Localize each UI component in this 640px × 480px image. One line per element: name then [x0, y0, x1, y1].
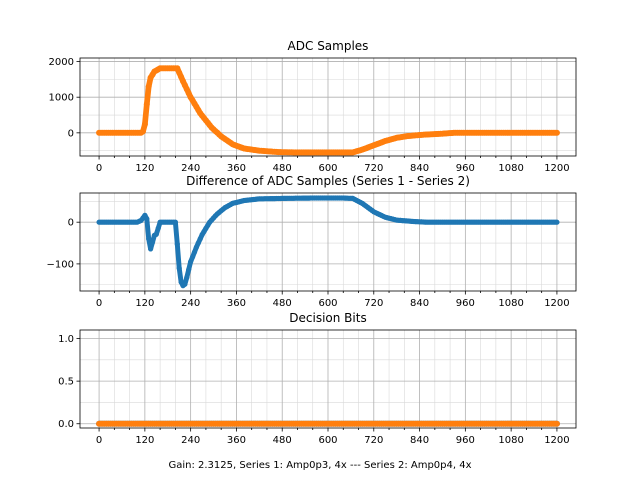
- x-tick-label: 960: [456, 163, 475, 174]
- x-tick-label: 240: [181, 163, 200, 174]
- x-tick-label: 600: [318, 435, 337, 446]
- data-point: [186, 267, 192, 273]
- x-tick-label: 1200: [544, 163, 569, 174]
- x-tick-label: 600: [318, 163, 337, 174]
- data-point: [182, 281, 188, 287]
- x-tick-label: 240: [181, 298, 200, 309]
- data-point: [191, 249, 198, 255]
- data-point: [195, 240, 201, 246]
- adc-samples-axes: 0 120 240 360 480 600 720 840 960 1080 1200 0 1000 20…: [49, 39, 577, 174]
- chart-title: Difference of ADC Samples (Series 1 - Se…: [186, 174, 470, 188]
- data-point: [148, 246, 154, 252]
- data-point: [174, 241, 180, 247]
- data-point: [188, 259, 194, 265]
- x-tick-label: 0: [96, 435, 102, 446]
- data-point: [145, 83, 152, 90]
- data-point: [176, 265, 182, 271]
- data-point: [144, 216, 150, 222]
- y-tick-label: 1.0: [58, 334, 74, 345]
- data-point: [553, 420, 560, 427]
- data-point: [143, 101, 150, 108]
- x-tick-label: 480: [273, 298, 292, 309]
- data-point: [197, 236, 203, 242]
- axes-frame: [79, 192, 577, 292]
- y-tick-label: −100: [47, 259, 74, 270]
- x-tick-label: 1080: [498, 163, 523, 174]
- x-tick-label: 360: [227, 435, 246, 446]
- x-tick-label: 120: [135, 163, 154, 174]
- data-point: [193, 244, 199, 250]
- data-point: [184, 274, 190, 281]
- x-tick-label: 840: [410, 298, 429, 309]
- axes-frame: [79, 329, 577, 429]
- data-point: [153, 231, 159, 237]
- x-tick-label: 0: [96, 298, 102, 309]
- data-point: [554, 219, 560, 225]
- data-point: [155, 225, 161, 231]
- x-tick-label: 960: [456, 298, 475, 309]
- x-tick-label: 240: [181, 435, 200, 446]
- y-tick-label: 0: [68, 218, 74, 229]
- chart-title: ADC Samples: [288, 39, 369, 53]
- x-tick-label: 720: [364, 163, 383, 174]
- data-point: [140, 128, 146, 135]
- figure-xlabel: Gain: 2.3125, Series 1: Amp0p3, 4x --- S…: [168, 460, 471, 471]
- data-point: [149, 239, 156, 245]
- axes-frame: [79, 57, 577, 157]
- x-tick-label: 720: [364, 298, 383, 309]
- data-point: [190, 254, 196, 260]
- decision-bits-axes: 0 120 240 360 480 600 720 840 960 1080 1200 0.0 0.5 1…: [58, 311, 577, 446]
- x-tick-label: 120: [135, 298, 154, 309]
- x-tick-label: 960: [456, 435, 475, 446]
- x-tick-label: 120: [135, 435, 154, 446]
- x-tick-label: 720: [364, 435, 383, 446]
- y-tick-label: 1000: [49, 93, 74, 104]
- y-tick-label: 0.5: [58, 377, 74, 388]
- chart-title: Decision Bits: [289, 311, 366, 325]
- x-tick-label: 840: [410, 163, 429, 174]
- x-tick-label: 1080: [498, 435, 523, 446]
- data-point: [172, 219, 178, 225]
- x-tick-label: 0: [96, 163, 102, 174]
- y-tick-label: 2000: [49, 57, 74, 68]
- x-tick-label: 600: [318, 298, 337, 309]
- data-point: [146, 236, 152, 242]
- x-tick-label: 840: [410, 435, 429, 446]
- x-tick-label: 1200: [544, 435, 569, 446]
- y-tick-label: 0.0: [58, 419, 74, 430]
- difference-axes: 0 120 240 360 480 600 720 840 960 1080 1200 −100 0 Di…: [47, 174, 577, 309]
- x-tick-label: 360: [227, 163, 246, 174]
- x-tick-label: 480: [273, 435, 292, 446]
- x-tick-label: 1200: [544, 298, 569, 309]
- x-tick-label: 480: [273, 163, 292, 174]
- x-tick-label: 1080: [498, 298, 523, 309]
- y-tick-label: 0: [68, 128, 74, 139]
- data-point: [553, 129, 560, 136]
- x-tick-label: 360: [227, 298, 246, 309]
- data-point: [141, 121, 148, 128]
